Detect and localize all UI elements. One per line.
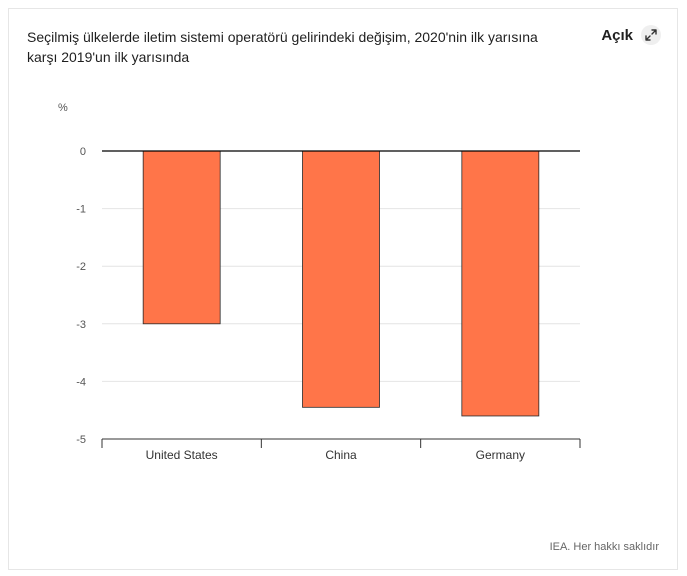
expand-arrows-icon	[641, 25, 661, 45]
chart-card: Seçilmiş ülkelerde iletim sistemi operat…	[8, 8, 678, 570]
chart-title: Seçilmiş ülkelerde iletim sistemi operat…	[27, 29, 538, 65]
y-tick-label: -4	[76, 376, 86, 388]
x-tick-label: United States	[146, 448, 218, 462]
bar-united-states[interactable]	[142, 150, 221, 325]
source-note: IEA. Her hakkı saklıdır	[549, 541, 659, 553]
x-tick-label: China	[325, 448, 357, 462]
y-tick-label: -5	[76, 434, 86, 446]
bar-china[interactable]	[302, 150, 380, 408]
y-tick-label: -2	[76, 261, 86, 273]
x-tick-label: Germany	[476, 448, 525, 462]
y-tick-label: -3	[76, 319, 86, 331]
expand-label: Açık	[601, 26, 633, 44]
y-tick-label: 0	[80, 146, 86, 158]
expand-button[interactable]: Açık	[601, 25, 661, 45]
bar-germany[interactable]	[461, 150, 540, 417]
y-axis-unit: %	[58, 102, 68, 114]
y-tick-label: -1	[76, 204, 86, 216]
